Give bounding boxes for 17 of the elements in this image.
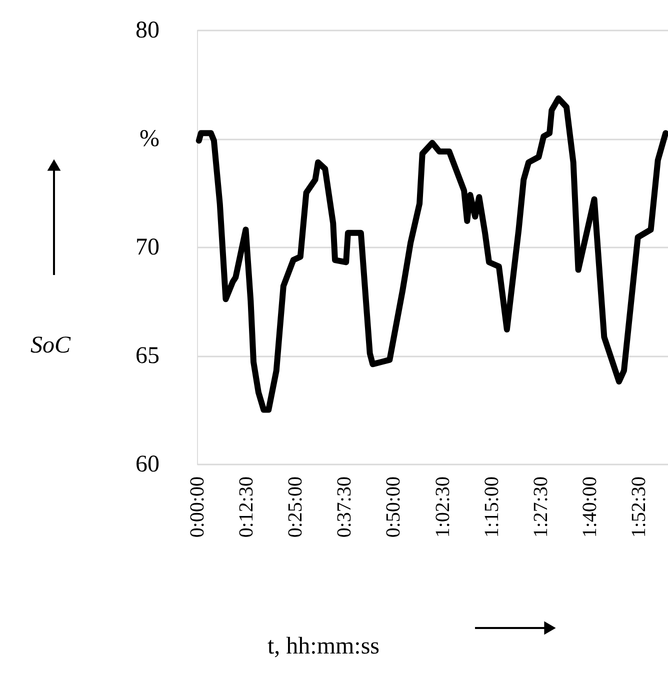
x-axis-title: t, hh:mm:ss — [267, 634, 380, 660]
x-tick-label: 0:50:00 — [382, 476, 405, 538]
y-tick-label: 70 — [136, 234, 160, 260]
x-tick-label: 1:52:30 — [628, 476, 650, 538]
x-tick-label: 0:12:30 — [236, 476, 258, 538]
x-tick-label: 0:25:00 — [284, 476, 307, 538]
y-axis-title: SoC — [30, 332, 72, 358]
x-tick-label: 0:00:00 — [186, 476, 208, 538]
x-tick-label: 1:40:00 — [579, 476, 601, 538]
y-tick-label: 80 — [136, 18, 160, 44]
x-tick-label: 1:02:30 — [432, 476, 454, 538]
x-tick-label: 0:37:30 — [334, 476, 356, 538]
y-tick-label: % — [140, 126, 160, 152]
y-tick-label: 60 — [136, 452, 160, 478]
y-tick-label: 65 — [136, 343, 160, 369]
x-tick-label: 1:27:30 — [530, 476, 552, 538]
x-tick-label: 1:15:00 — [480, 476, 503, 538]
